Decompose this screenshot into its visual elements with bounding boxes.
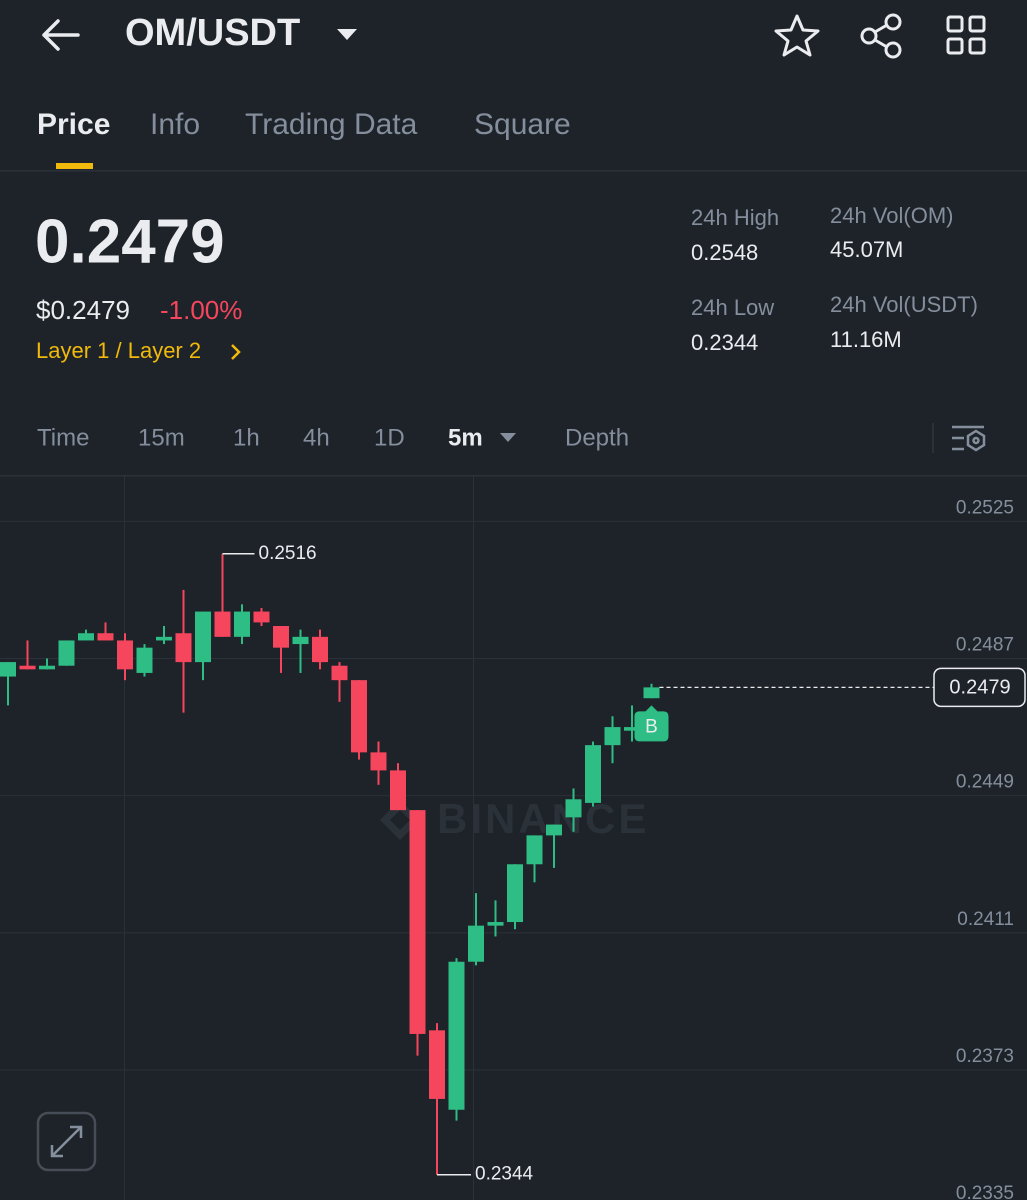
candlestick-chart: BINANCE 0.2525 0.2487 0.2449 0.2411 0.2373 0.2…: [0, 497, 1027, 1200]
candle-body: [0, 662, 16, 677]
candle-body: [253, 611, 270, 623]
candle-body: [604, 727, 621, 746]
candle-body: [526, 835, 543, 865]
stat-label: 24h Low: [691, 295, 774, 320]
last-price-box: [933, 667, 1026, 708]
back-button[interactable]: [42, 19, 80, 51]
interval-dropdown[interactable]: [500, 433, 516, 442]
candle-body: [19, 665, 36, 670]
stat-value: 45.07M: [830, 237, 903, 262]
candle-body: [507, 864, 523, 923]
chart-settings-icon[interactable]: [952, 425, 986, 452]
tab-indicator: [56, 163, 93, 169]
grid-menu-icon[interactable]: [946, 15, 986, 55]
candle-body: [78, 633, 94, 641]
candle-body: [565, 799, 582, 818]
last-price-label: 0.2479: [949, 677, 1010, 699]
watermark: BINANCE: [437, 795, 649, 842]
category-tag[interactable]: Layer 1 / Layer 2: [36, 338, 201, 363]
price-change: -1.00%: [160, 295, 242, 325]
trade-marker-label: B: [645, 716, 658, 737]
stat-label: 24h Vol(OM): [830, 203, 954, 228]
stat-value: 11.16M: [830, 327, 902, 352]
trade-marker-badge: [634, 705, 669, 742]
interval[interactable]: Depth: [565, 424, 629, 451]
candle-body: [195, 611, 211, 663]
stat-value: 0.2344: [691, 330, 758, 355]
vertical-grid-line: [124, 476, 125, 1200]
candle-body: [643, 687, 660, 699]
candle-body: [370, 752, 387, 771]
divider: [932, 423, 934, 453]
candle-body: [546, 824, 562, 836]
y-tick-label: 0.2335: [956, 1183, 1014, 1200]
chevron: [231, 344, 241, 360]
interval[interactable]: 4h: [303, 424, 330, 451]
candle-body: [234, 611, 250, 637]
y-tick-label: 0.2449: [956, 772, 1014, 793]
candle-body: [156, 636, 172, 641]
tab[interactable]: Info: [150, 108, 200, 141]
price-usd: $0.2479: [36, 295, 130, 325]
candle-body: [409, 810, 426, 1034]
interval[interactable]: 1h: [233, 424, 260, 451]
stat-value: 0.2548: [691, 240, 758, 265]
candle-body: [117, 640, 133, 670]
candle-body: [390, 770, 406, 811]
vertical-grid-line: [473, 476, 474, 1200]
candle-body: [97, 633, 114, 641]
tab[interactable]: Trading Data: [245, 108, 418, 141]
share-icon[interactable]: [860, 13, 902, 59]
candle-body: [468, 925, 484, 962]
tab[interactable]: Square: [474, 108, 571, 141]
candle-body: [136, 647, 153, 673]
interval[interactable]: 5m: [448, 424, 483, 451]
stat-label: 24h High: [691, 205, 779, 230]
pair-title[interactable]: OM/USDT: [125, 12, 300, 54]
favorite-icon[interactable]: [774, 14, 820, 57]
candle-body: [58, 640, 75, 666]
candle-body: [273, 626, 289, 648]
max-marker-label: 0.2516: [259, 543, 317, 564]
candle-body: [429, 1030, 445, 1099]
candle-body: [624, 727, 640, 731]
divider: [0, 170, 1027, 172]
candle-body: [214, 611, 231, 637]
candle-body: [331, 665, 348, 681]
expand-button[interactable]: [36, 1111, 97, 1172]
pair-dropdown[interactable]: [337, 29, 357, 40]
tab[interactable]: Price: [37, 108, 110, 141]
candle-body: [312, 636, 328, 663]
min-marker-label: 0.2344: [475, 1164, 534, 1185]
candle-body: [487, 922, 504, 926]
last-price: 0.2479: [35, 207, 225, 276]
candle-body: [292, 636, 309, 645]
y-tick-label: 0.2487: [956, 635, 1014, 656]
y-tick-label: 0.2411: [957, 909, 1014, 930]
candle-body: [448, 961, 465, 1110]
interval[interactable]: 15m: [138, 424, 185, 451]
y-tick-label: 0.2373: [956, 1046, 1014, 1067]
interval[interactable]: 1D: [374, 424, 405, 451]
stat-label: 24h Vol(USDT): [830, 292, 978, 317]
candle-body: [39, 665, 55, 670]
candle-body: [351, 680, 367, 753]
divider: [0, 475, 1027, 477]
y-tick-label: 0.2525: [956, 497, 1014, 518]
candle-body: [175, 633, 192, 663]
candle-body: [585, 745, 601, 803]
interval[interactable]: Time: [37, 424, 89, 451]
